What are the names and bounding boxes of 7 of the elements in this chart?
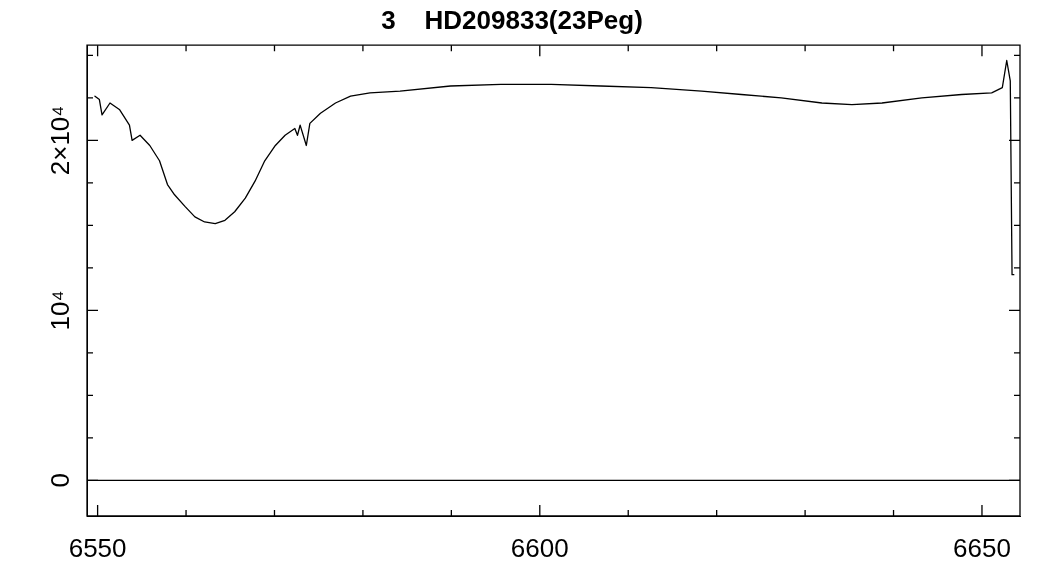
x-tick-label: 6550 <box>68 532 127 563</box>
y-tick-label: 2×10⁴ <box>45 105 76 176</box>
y-tick-label: 10⁴ <box>45 290 76 331</box>
x-tick-label: 6650 <box>953 532 1011 563</box>
y-tick-label: 0 <box>45 473 76 488</box>
chart-title: 3 HD209833(23Peg) <box>381 4 643 35</box>
x-tick-label: 6600 <box>510 532 569 563</box>
